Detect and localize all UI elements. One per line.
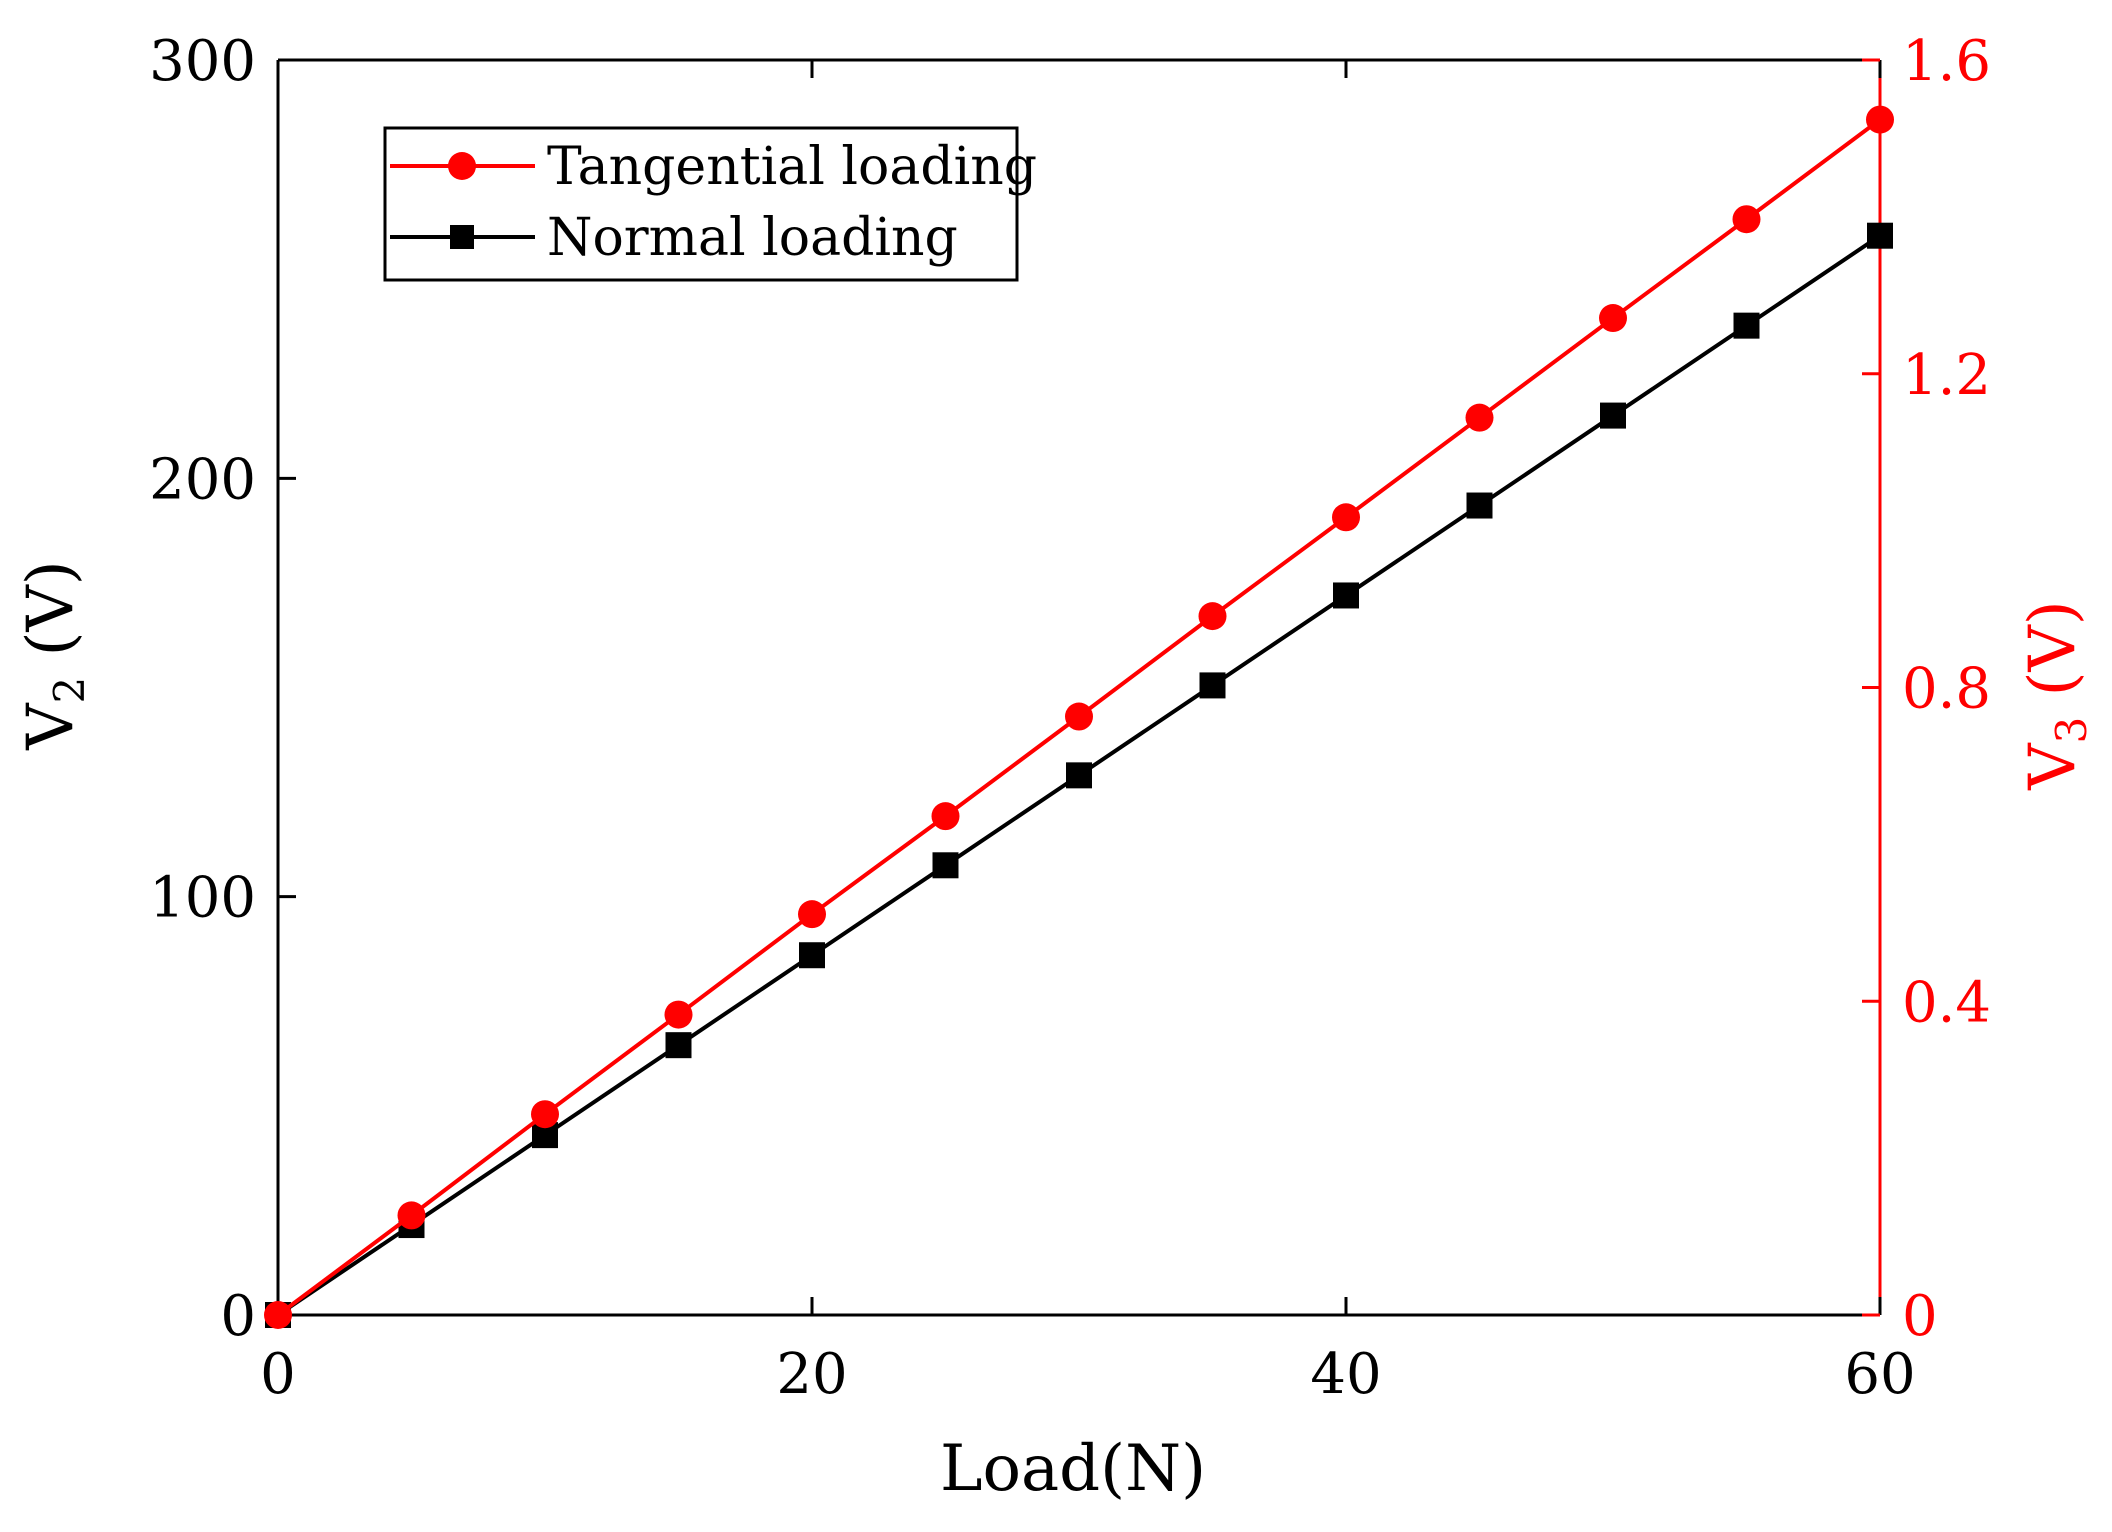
data-point-normal-loading [1600, 402, 1626, 429]
data-point-tangential-loading [397, 1201, 426, 1230]
right-y-axis-title-sub: 3 [2047, 717, 2096, 744]
legend-marker-tangential [448, 152, 476, 180]
data-point-tangential-loading [264, 1301, 292, 1329]
right-y-tick-label: 0.8 [1902, 657, 1991, 722]
x-axis: 0 20 40 60 [260, 60, 1916, 1407]
data-point-tangential-loading [1866, 105, 1894, 134]
right-y-tick-label: 0 [1902, 1284, 1938, 1349]
data-point-tangential-loading [531, 1100, 559, 1129]
right-y-axis-title-unit: (V) [2016, 600, 2090, 717]
left-y-axis-title-sub: 2 [45, 677, 94, 704]
right-y-tick-label: 0.4 [1902, 970, 1991, 1035]
data-point-normal-loading [932, 852, 959, 879]
data-point-normal-loading [1066, 762, 1092, 789]
legend-box [383, 126, 1019, 282]
data-point-tangential-loading [1198, 602, 1227, 631]
data-point-tangential-loading [1065, 702, 1093, 731]
data-point-normal-loading [1333, 582, 1359, 609]
right-y-axis: 0 0.4 0.8 1.2 1.6 [1862, 29, 1991, 1349]
data-point-normal-loading [1199, 672, 1226, 699]
left-y-axis: 0 100 200 300 [149, 29, 296, 1349]
x-tick-label: 40 [1310, 1342, 1381, 1407]
right-y-tick-label: 1.2 [1902, 343, 1991, 408]
data-point-tangential-loading [1599, 304, 1627, 333]
left-y-axis-title-unit: (V) [14, 560, 88, 677]
data-point-normal-loading [1733, 312, 1760, 339]
right-y-tick-label: 1.6 [1902, 29, 1991, 94]
right-y-axis-title: V3 (V) [2016, 600, 2096, 790]
data-point-tangential-loading [1732, 205, 1761, 234]
x-tick-label: 20 [776, 1342, 847, 1407]
series-layer [264, 105, 1894, 1329]
legend-marker-normal [450, 225, 474, 249]
x-axis-title: Load(N) [940, 1432, 1206, 1506]
data-point-normal-loading [799, 942, 825, 969]
left-y-axis-title-base: V [14, 702, 88, 751]
legend: Tangential loading Normal loading [383, 126, 1037, 282]
plot-frame [276, 58, 1882, 1317]
data-point-tangential-loading [1465, 403, 1494, 432]
left-y-tick-label: 300 [149, 29, 256, 94]
left-y-tick-label: 100 [149, 866, 256, 931]
right-y-axis-title-base: V [2016, 742, 2090, 791]
data-point-tangential-loading [664, 1000, 693, 1029]
x-tick-label: 60 [1844, 1342, 1915, 1407]
data-point-tangential-loading [1332, 503, 1360, 532]
data-point-tangential-loading [931, 802, 960, 831]
data-point-normal-loading [1466, 492, 1493, 519]
left-y-axis-title: V2 (V) [14, 560, 94, 750]
left-y-tick-label: 200 [149, 447, 256, 512]
data-point-normal-loading [1867, 222, 1893, 249]
data-point-normal-loading [665, 1032, 692, 1059]
left-y-tick-label: 0 [220, 1284, 256, 1349]
legend-label-tangential: Tangential loading [547, 137, 1037, 197]
x-tick-label: 0 [260, 1342, 296, 1407]
legend-label-normal: Normal loading [547, 208, 958, 268]
data-point-tangential-loading [798, 900, 826, 929]
